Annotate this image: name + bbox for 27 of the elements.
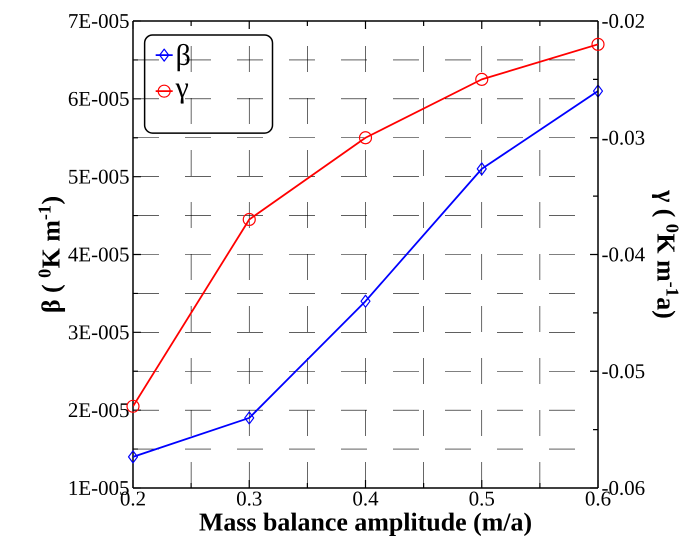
x-tick-label: 0.5 [469,492,494,506]
y-tick-label: 5E-005 [69,170,129,184]
point [128,450,138,464]
y2-tick-label: -0.05 [602,364,644,378]
y-tick-label: 3E-005 [68,325,129,340]
y-tick-label: 6E-005 [68,92,129,106]
x-tick-label: 0.4 [353,492,378,506]
point [592,84,604,98]
point [244,411,254,425]
x-axis-title: Mass balance amplitude (m/a) [199,512,531,536]
point [358,131,372,144]
legend-label: γ [176,84,188,104]
x-tick-label: 0.3 [236,492,262,506]
y-tick-label: 2E-005 [68,403,129,418]
point [591,38,605,51]
point [360,294,371,308]
point [476,162,487,176]
y2-tick-label: -0.04 [602,247,645,262]
y2-axis-title: γ ( $^{0}$K m$^{-1}$a) [652,190,678,318]
point [242,212,256,226]
legend-label: β [178,44,190,72]
y-tick-label: 4E-005 [68,247,129,262]
y-tick-label: 7E-005 [69,14,129,28]
point [475,72,488,86]
y-axis-title: β ( $^{0}$K m$^{-1}$) [38,197,66,312]
y2-tick-label: -0.03 [602,130,644,145]
y2-tick-label: -0.02 [602,14,644,28]
